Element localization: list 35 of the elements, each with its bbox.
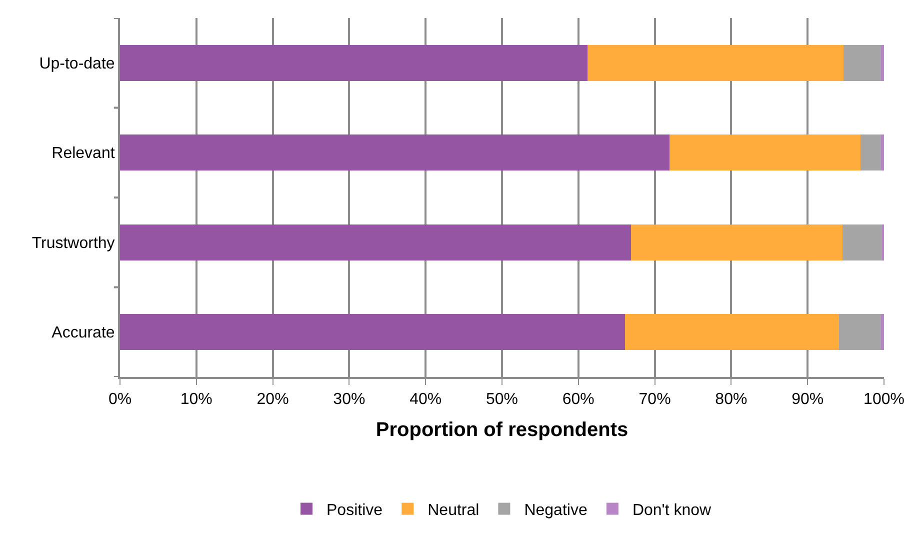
- bar: [120, 224, 632, 260]
- legend-label: Negative: [524, 502, 588, 520]
- x-tick-label: 0%: [108, 391, 132, 408]
- bar: [120, 44, 588, 81]
- bar: [880, 134, 884, 171]
- x-tick-label: 30%: [333, 391, 366, 408]
- bar: [669, 134, 860, 171]
- y-tick-label: Relevant: [52, 145, 116, 162]
- y-tick-label: Accurate: [52, 324, 115, 342]
- x-tick-label: 20%: [256, 391, 289, 408]
- x-tick-label: 80%: [715, 391, 748, 408]
- bar: [860, 134, 881, 171]
- bar: [120, 314, 625, 350]
- x-axis-title: Proportion of respondents: [376, 419, 628, 442]
- bar: [880, 44, 884, 81]
- legend-label: Positive: [326, 502, 383, 520]
- bar: [838, 314, 881, 350]
- x-tick-label: 60%: [562, 391, 594, 408]
- bar: [844, 44, 881, 81]
- bar: [120, 134, 670, 171]
- legend-label: Neutral: [428, 502, 480, 520]
- x-tick-label: 90%: [792, 391, 824, 408]
- x-tick-label: 100%: [864, 391, 904, 408]
- bar: [880, 314, 884, 350]
- bar: [625, 314, 839, 350]
- x-tick-label: 40%: [410, 391, 442, 408]
- legend-label: Don't know: [632, 502, 712, 520]
- bar: [842, 224, 882, 260]
- bar: [631, 224, 843, 260]
- x-tick-label: 50%: [486, 391, 518, 408]
- y-tick-label: Up-to-date: [39, 55, 115, 72]
- x-tick-label: 70%: [638, 391, 671, 408]
- bar: [588, 44, 844, 81]
- x-tick-label: 10%: [180, 391, 212, 408]
- y-tick-label: Trustworthy: [32, 234, 115, 252]
